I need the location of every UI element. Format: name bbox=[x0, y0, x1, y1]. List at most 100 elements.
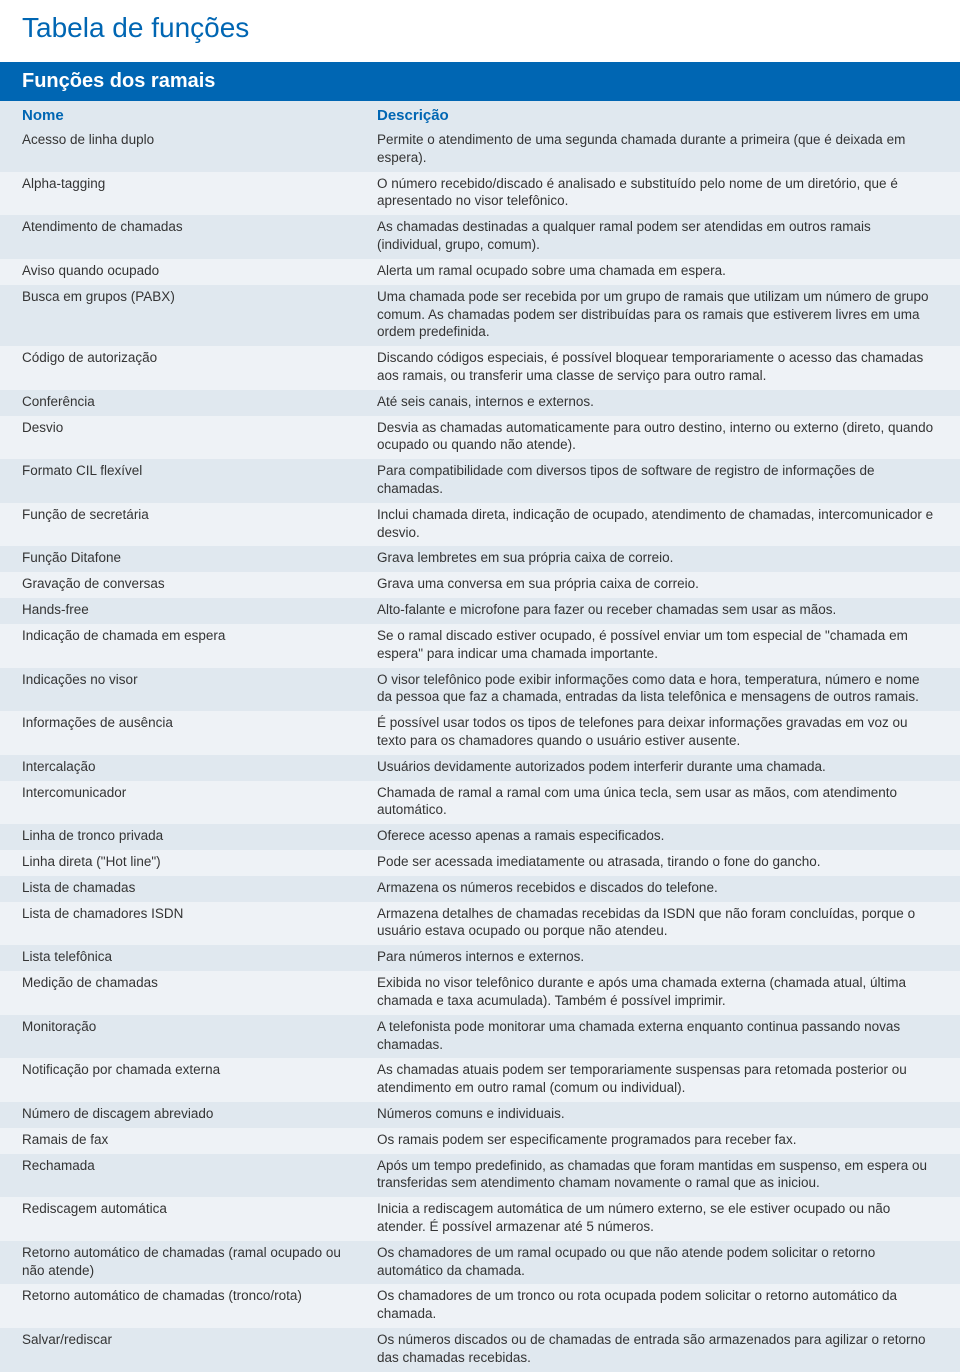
row-description: Chamada de ramal a ramal com uma única t… bbox=[377, 784, 938, 820]
table-row: Indicação de chamada em esperaSe o ramal… bbox=[0, 624, 960, 668]
table-row: Formato CIL flexívelPara compatibilidade… bbox=[0, 459, 960, 503]
table-row: Hands-freeAlto-falante e microfone para … bbox=[0, 598, 960, 624]
table-row: RechamadaApós um tempo predefinido, as c… bbox=[0, 1154, 960, 1198]
row-name: Medição de chamadas bbox=[22, 974, 377, 1010]
row-name: Alpha-tagging bbox=[22, 175, 377, 211]
table-row: Medição de chamadasExibida no visor tele… bbox=[0, 971, 960, 1015]
row-name: Código de autorização bbox=[22, 349, 377, 385]
section-header: Funções dos ramais bbox=[0, 62, 960, 101]
table-row: Aviso quando ocupadoAlerta um ramal ocup… bbox=[0, 259, 960, 285]
row-name: Lista telefônica bbox=[22, 948, 377, 966]
table-row: Indicações no visorO visor telefônico po… bbox=[0, 668, 960, 712]
page-title: Tabela de funções bbox=[0, 0, 960, 62]
column-header-description: Descrição bbox=[377, 107, 449, 124]
table-row: Código de autorizaçãoDiscando códigos es… bbox=[0, 346, 960, 390]
row-description: A telefonista pode monitorar uma chamada… bbox=[377, 1018, 938, 1054]
row-name: Informações de ausência bbox=[22, 714, 377, 750]
row-name: Rechamada bbox=[22, 1157, 377, 1193]
table-row: Busca em grupos (PABX)Uma chamada pode s… bbox=[0, 285, 960, 346]
table-body: Acesso de linha duploPermite o atendimen… bbox=[0, 128, 960, 1372]
table-row: Acesso de linha duploPermite o atendimen… bbox=[0, 128, 960, 172]
row-description: Até seis canais, internos e externos. bbox=[377, 393, 938, 411]
row-name: Função de secretária bbox=[22, 506, 377, 542]
table-row: Salvar/rediscarOs números discados ou de… bbox=[0, 1328, 960, 1372]
row-description: Desvia as chamadas automaticamente para … bbox=[377, 419, 938, 455]
row-name: Retorno automático de chamadas (tronco/r… bbox=[22, 1287, 377, 1323]
row-name: Retorno automático de chamadas (ramal oc… bbox=[22, 1244, 377, 1280]
row-description: Oferece acesso apenas a ramais especific… bbox=[377, 827, 938, 845]
row-name: Intercomunicador bbox=[22, 784, 377, 820]
row-description: Números comuns e individuais. bbox=[377, 1105, 938, 1123]
row-name: Acesso de linha duplo bbox=[22, 131, 377, 167]
row-description: Para compatibilidade com diversos tipos … bbox=[377, 462, 938, 498]
row-name: Intercalação bbox=[22, 758, 377, 776]
row-name: Linha de tronco privada bbox=[22, 827, 377, 845]
row-description: Grava lembretes em sua própria caixa de … bbox=[377, 549, 938, 567]
column-headers: Nome Descrição bbox=[0, 101, 960, 128]
row-name: Número de discagem abreviado bbox=[22, 1105, 377, 1123]
row-name: Conferência bbox=[22, 393, 377, 411]
row-name: Gravação de conversas bbox=[22, 575, 377, 593]
row-description: Pode ser acessada imediatamente ou atras… bbox=[377, 853, 938, 871]
table-row: Número de discagem abreviadoNúmeros comu… bbox=[0, 1102, 960, 1128]
row-description: Usuários devidamente autorizados podem i… bbox=[377, 758, 938, 776]
row-name: Indicações no visor bbox=[22, 671, 377, 707]
row-name: Lista de chamadores ISDN bbox=[22, 905, 377, 941]
row-name: Desvio bbox=[22, 419, 377, 455]
row-description: Exibida no visor telefônico durante e ap… bbox=[377, 974, 938, 1010]
row-name: Notificação por chamada externa bbox=[22, 1061, 377, 1097]
table-row: Função de secretáriaInclui chamada diret… bbox=[0, 503, 960, 547]
row-description: Alto-falante e microfone para fazer ou r… bbox=[377, 601, 938, 619]
row-description: Os chamadores de um tronco ou rota ocupa… bbox=[377, 1287, 938, 1323]
row-description: Grava uma conversa em sua própria caixa … bbox=[377, 575, 938, 593]
table-row: IntercalaçãoUsuários devidamente autoriz… bbox=[0, 755, 960, 781]
table-row: Linha direta ("Hot line")Pode ser acessa… bbox=[0, 850, 960, 876]
row-description: Se o ramal discado estiver ocupado, é po… bbox=[377, 627, 938, 663]
row-description: Alerta um ramal ocupado sobre uma chamad… bbox=[377, 262, 938, 280]
row-name: Indicação de chamada em espera bbox=[22, 627, 377, 663]
row-description: Para números internos e externos. bbox=[377, 948, 938, 966]
table-row: Atendimento de chamadasAs chamadas desti… bbox=[0, 215, 960, 259]
table-row: MonitoraçãoA telefonista pode monitorar … bbox=[0, 1015, 960, 1059]
row-name: Salvar/rediscar bbox=[22, 1331, 377, 1367]
row-name: Função Ditafone bbox=[22, 549, 377, 567]
table-row: Retorno automático de chamadas (ramal oc… bbox=[0, 1241, 960, 1285]
row-description: Uma chamada pode ser recebida por um gru… bbox=[377, 288, 938, 341]
table-row: Notificação por chamada externaAs chamad… bbox=[0, 1058, 960, 1102]
table-row: DesvioDesvia as chamadas automaticamente… bbox=[0, 416, 960, 460]
row-description: Os chamadores de um ramal ocupado ou que… bbox=[377, 1244, 938, 1280]
row-description: Após um tempo predefinido, as chamadas q… bbox=[377, 1157, 938, 1193]
table-row: Alpha-taggingO número recebido/discado é… bbox=[0, 172, 960, 216]
table-row: Linha de tronco privadaOferece acesso ap… bbox=[0, 824, 960, 850]
table-row: Gravação de conversasGrava uma conversa … bbox=[0, 572, 960, 598]
row-description: Discando códigos especiais, é possível b… bbox=[377, 349, 938, 385]
table-row: Lista de chamadasArmazena os números rec… bbox=[0, 876, 960, 902]
row-name: Lista de chamadas bbox=[22, 879, 377, 897]
row-description: Permite o atendimento de uma segunda cha… bbox=[377, 131, 938, 167]
table-row: Lista telefônicaPara números internos e … bbox=[0, 945, 960, 971]
row-description: As chamadas atuais podem ser temporariam… bbox=[377, 1061, 938, 1097]
row-description: As chamadas destinadas a qualquer ramal … bbox=[377, 218, 938, 254]
table-row: ConferênciaAté seis canais, internos e e… bbox=[0, 390, 960, 416]
table-row: IntercomunicadorChamada de ramal a ramal… bbox=[0, 781, 960, 825]
table-row: Rediscagem automáticaInicia a rediscagem… bbox=[0, 1197, 960, 1241]
row-description: Inicia a rediscagem automática de um núm… bbox=[377, 1200, 938, 1236]
row-name: Monitoração bbox=[22, 1018, 377, 1054]
row-description: O número recebido/discado é analisado e … bbox=[377, 175, 938, 211]
column-header-name: Nome bbox=[22, 107, 377, 124]
table-row: Função DitafoneGrava lembretes em sua pr… bbox=[0, 546, 960, 572]
row-name: Formato CIL flexível bbox=[22, 462, 377, 498]
row-description: Armazena detalhes de chamadas recebidas … bbox=[377, 905, 938, 941]
row-description: Os números discados ou de chamadas de en… bbox=[377, 1331, 938, 1367]
row-description: É possível usar todos os tipos de telefo… bbox=[377, 714, 938, 750]
row-description: Inclui chamada direta, indicação de ocup… bbox=[377, 506, 938, 542]
row-name: Ramais de fax bbox=[22, 1131, 377, 1149]
table-row: Informações de ausênciaÉ possível usar t… bbox=[0, 711, 960, 755]
row-name: Linha direta ("Hot line") bbox=[22, 853, 377, 871]
row-description: Os ramais podem ser especificamente prog… bbox=[377, 1131, 938, 1149]
row-name: Rediscagem automática bbox=[22, 1200, 377, 1236]
row-description: O visor telefônico pode exibir informaçõ… bbox=[377, 671, 938, 707]
row-name: Aviso quando ocupado bbox=[22, 262, 377, 280]
row-name: Hands-free bbox=[22, 601, 377, 619]
row-name: Busca em grupos (PABX) bbox=[22, 288, 377, 341]
